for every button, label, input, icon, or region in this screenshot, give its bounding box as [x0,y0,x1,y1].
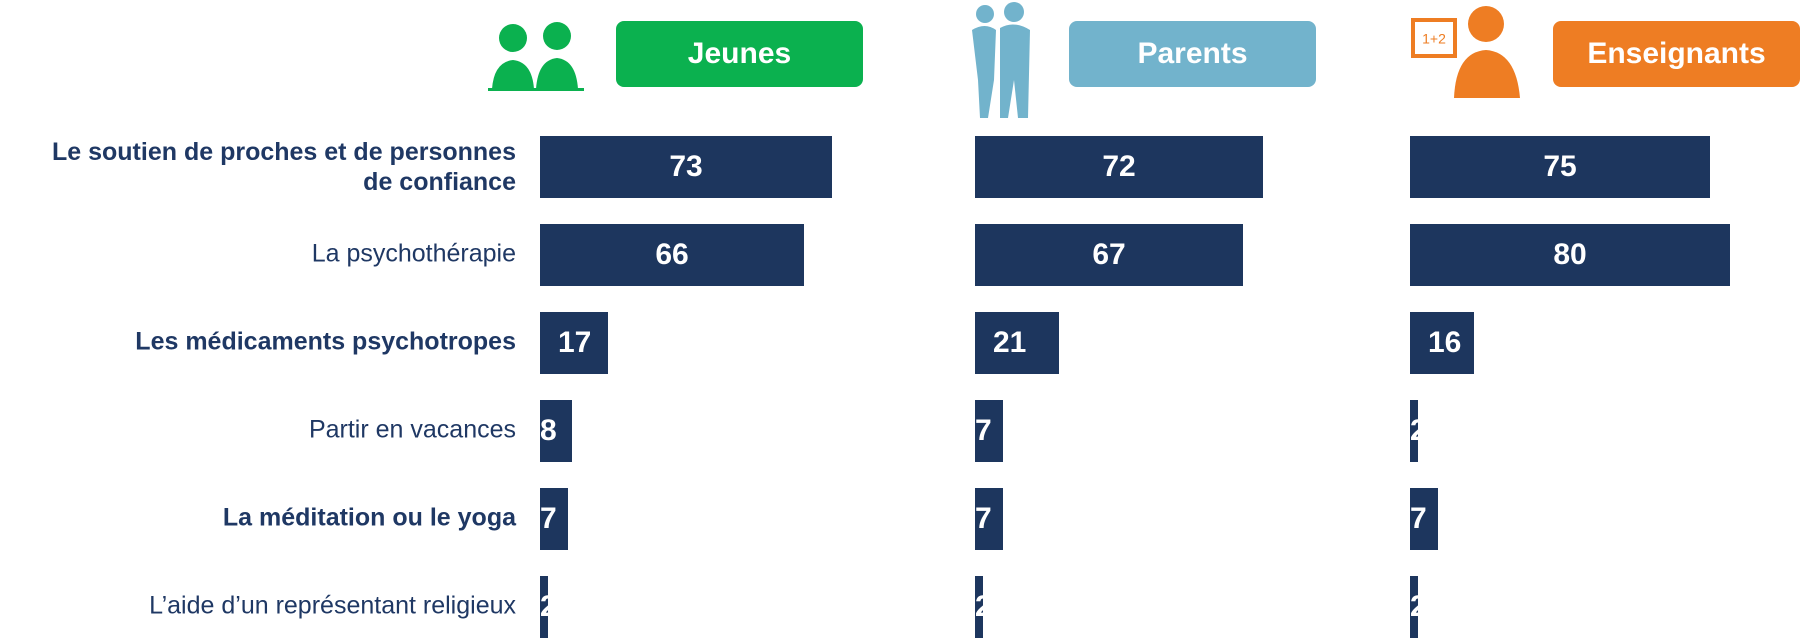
bar [975,576,983,638]
bar [1410,488,1438,550]
bar [540,312,608,374]
bar [1410,576,1418,638]
bar [975,136,1263,198]
bar [1410,224,1730,286]
value-label: 7 [975,502,992,535]
value-label: 21 [993,326,1026,359]
bar [975,224,1243,286]
category-label: La méditation ou le yoga [223,504,517,532]
bar [540,576,548,638]
header-title: Jeunes [688,37,791,70]
category-label: Partir en vacances [309,416,516,444]
icon-teacher: 1+2 [1411,6,1520,98]
header-pill [616,21,863,87]
value-label: 17 [558,326,591,359]
value-label: 7 [540,502,557,535]
header-title: Parents [1137,37,1247,70]
value-label: 7 [1410,502,1427,535]
value-label: 7 [975,414,992,447]
value-label: 2 [975,590,992,623]
value-label: 66 [655,238,688,271]
bar [540,488,568,550]
category-label: La psychothérapie [312,240,516,268]
value-label: 72 [1102,150,1135,183]
category-label: L’aide d’un représentant religieux [149,592,516,620]
value-label: 8 [540,414,557,447]
header-pill [1553,21,1800,87]
icon-youth [488,22,584,91]
icon-parents [972,2,1030,119]
bar [975,400,1003,462]
bar [540,136,832,198]
bar [1410,136,1710,198]
bar [1410,400,1418,462]
category-label: Les médicaments psychotropes [135,328,516,356]
bar [1410,312,1474,374]
value-label: 16 [1428,326,1461,359]
header-pill [1069,21,1316,87]
bar [975,488,1003,550]
value-label: 67 [1092,238,1125,271]
category-label: Le soutien de proches et de personnes de … [52,138,516,196]
value-label: 2 [1410,590,1427,623]
value-label: 2 [1410,414,1427,447]
svg-text:1+2: 1+2 [1422,31,1446,47]
header-title: Enseignants [1587,37,1765,70]
bar [975,312,1059,374]
value-label: 75 [1543,150,1576,183]
value-label: 73 [669,150,702,183]
value-label: 80 [1553,238,1586,271]
bar [540,400,572,462]
bar [540,224,804,286]
value-label: 2 [540,590,557,623]
